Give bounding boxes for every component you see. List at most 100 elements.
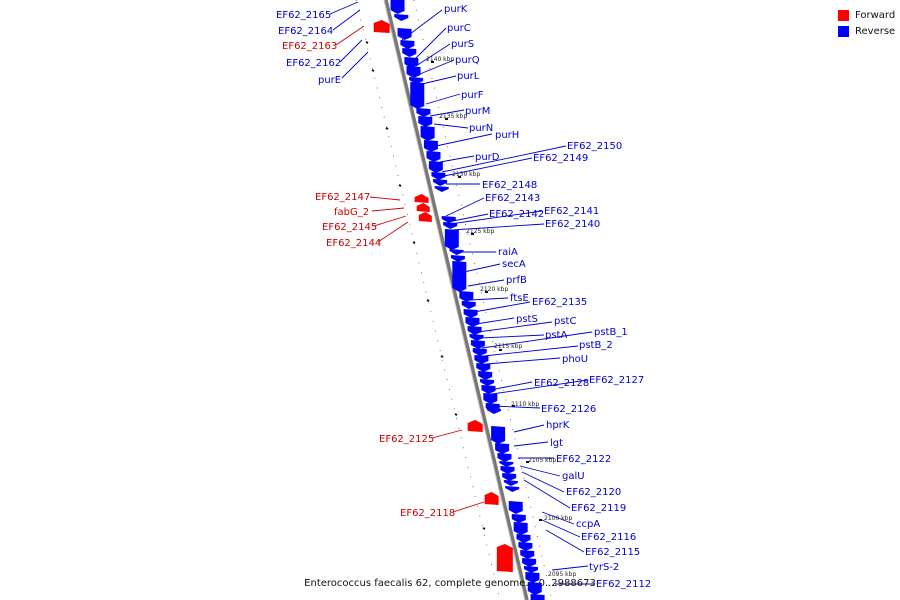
reverse-gene-arrow[interactable] xyxy=(497,453,512,462)
gene-label[interactable]: purH xyxy=(495,130,519,141)
reverse-gene-arrow[interactable] xyxy=(503,480,518,486)
reverse-gene-arrow[interactable] xyxy=(467,326,482,335)
gene-label[interactable]: EF62_2148 xyxy=(482,180,537,191)
reverse-gene-arrow[interactable] xyxy=(410,82,425,109)
gene-label[interactable]: purC xyxy=(447,23,471,34)
reverse-gene-arrow[interactable] xyxy=(397,28,412,40)
gene-label[interactable]: purD xyxy=(475,152,500,163)
reverse-gene-arrow[interactable] xyxy=(469,334,484,341)
gene-label[interactable]: EF62_2144 xyxy=(326,238,381,249)
gene-label[interactable]: purS xyxy=(451,39,474,50)
gene-label[interactable]: pstB_1 xyxy=(594,327,628,338)
reverse-gene-arrow[interactable] xyxy=(428,161,443,173)
forward-gene-arrow[interactable] xyxy=(373,20,390,33)
reverse-gene-arrow[interactable] xyxy=(486,408,501,414)
gene-label[interactable]: purK xyxy=(444,4,468,15)
reverse-gene-arrow[interactable] xyxy=(513,522,528,535)
reverse-gene-arrow[interactable] xyxy=(402,48,417,57)
reverse-gene-arrow[interactable] xyxy=(426,151,441,162)
gene-label[interactable]: purQ xyxy=(455,55,480,66)
reverse-gene-arrow[interactable] xyxy=(481,385,496,394)
reverse-gene-arrow[interactable] xyxy=(480,379,495,386)
forward-gene-arrow[interactable] xyxy=(418,212,432,222)
gene-label[interactable]: EF62_2140 xyxy=(545,219,600,230)
reverse-gene-arrow[interactable] xyxy=(491,426,506,444)
gene-label[interactable]: pstC xyxy=(554,316,576,327)
reverse-gene-arrow[interactable] xyxy=(459,291,474,302)
reverse-gene-arrow[interactable] xyxy=(524,566,539,573)
gene-label[interactable]: purF xyxy=(461,90,484,101)
gene-label[interactable]: hprK xyxy=(546,420,570,431)
gene-label[interactable]: fabG_2 xyxy=(334,207,369,218)
gene-label[interactable]: galU xyxy=(562,471,585,482)
reverse-gene-arrow[interactable] xyxy=(431,172,446,180)
gene-label[interactable]: phoU xyxy=(562,354,588,365)
reverse-gene-arrow[interactable] xyxy=(420,126,435,141)
reverse-gene-arrow[interactable] xyxy=(525,572,540,583)
reverse-gene-arrow[interactable] xyxy=(522,558,537,567)
gene-label[interactable]: EF62_2142 xyxy=(489,209,544,220)
gene-label[interactable]: EF62_2112 xyxy=(596,579,651,590)
reverse-gene-arrow[interactable] xyxy=(450,255,465,262)
reverse-gene-arrow[interactable] xyxy=(516,534,531,543)
reverse-gene-arrow[interactable] xyxy=(508,501,523,514)
reverse-gene-arrow[interactable] xyxy=(463,309,478,318)
reverse-gene-arrow[interactable] xyxy=(499,461,514,467)
gene-label[interactable]: EF62_2122 xyxy=(556,454,611,465)
gene-label[interactable]: EF62_2165 xyxy=(276,10,331,21)
reverse-gene-arrow[interactable] xyxy=(505,486,520,492)
gene-label[interactable]: EF62_2119 xyxy=(571,503,626,514)
reverse-gene-arrow[interactable] xyxy=(418,116,433,127)
reverse-gene-arrow[interactable] xyxy=(465,317,480,327)
reverse-gene-arrow[interactable] xyxy=(520,550,535,559)
gene-label[interactable]: EF62_2143 xyxy=(485,193,540,204)
gene-label[interactable]: EF62_2163 xyxy=(282,41,337,52)
gene-label[interactable]: EF62_2128 xyxy=(534,378,589,389)
gene-label[interactable]: pstB_2 xyxy=(579,340,613,351)
reverse-gene-arrow[interactable] xyxy=(483,393,498,404)
gene-label[interactable]: EF62_2120 xyxy=(566,487,621,498)
reverse-gene-arrow[interactable] xyxy=(406,66,421,78)
gene-label[interactable]: EF62_2149 xyxy=(533,153,588,164)
reverse-gene-arrow[interactable] xyxy=(434,186,449,192)
gene-label[interactable]: lgt xyxy=(550,438,563,449)
forward-gene-arrow[interactable] xyxy=(467,420,483,432)
gene-label[interactable]: purN xyxy=(469,123,493,134)
gene-label[interactable]: EF62_2115 xyxy=(585,547,640,558)
reverse-gene-arrow[interactable] xyxy=(530,594,545,600)
reverse-gene-arrow[interactable] xyxy=(444,229,459,250)
gene-label[interactable]: EF62_2147 xyxy=(315,192,370,203)
gene-label[interactable]: EF62_2118 xyxy=(400,508,455,519)
reverse-gene-arrow[interactable] xyxy=(527,582,542,595)
reverse-gene-arrow[interactable] xyxy=(474,355,489,364)
gene-label[interactable]: EF62_2125 xyxy=(379,434,434,445)
reverse-gene-arrow[interactable] xyxy=(472,348,487,356)
forward-gene-arrow[interactable] xyxy=(414,194,429,203)
gene-label[interactable]: EF62_2127 xyxy=(589,375,644,386)
gene-label[interactable]: purE xyxy=(318,75,341,86)
gene-label[interactable]: purL xyxy=(457,71,480,82)
gene-label[interactable]: purM xyxy=(465,106,490,117)
gene-label[interactable]: EF62_2164 xyxy=(278,26,333,37)
gene-label[interactable]: secA xyxy=(502,259,526,270)
gene-label[interactable]: EF62_2150 xyxy=(567,141,622,152)
reverse-gene-arrow[interactable] xyxy=(416,108,431,117)
reverse-gene-arrow[interactable] xyxy=(390,0,405,14)
gene-label[interactable]: pstA xyxy=(545,330,567,341)
reverse-gene-arrow[interactable] xyxy=(495,443,510,454)
gene-label[interactable]: raiA xyxy=(498,247,518,258)
reverse-gene-arrow[interactable] xyxy=(404,57,419,68)
gene-label[interactable]: pstS xyxy=(516,314,538,325)
reverse-gene-arrow[interactable] xyxy=(478,371,493,380)
forward-gene-arrow[interactable] xyxy=(496,544,513,572)
reverse-gene-arrow[interactable] xyxy=(452,261,467,292)
forward-gene-arrow[interactable] xyxy=(416,203,430,212)
reverse-gene-arrow[interactable] xyxy=(400,40,415,49)
gene-label[interactable]: ftsE xyxy=(510,293,529,304)
gene-label[interactable]: EF62_2162 xyxy=(286,58,341,69)
reverse-gene-arrow[interactable] xyxy=(409,77,424,84)
reverse-gene-arrow[interactable] xyxy=(461,301,476,309)
forward-gene-arrow[interactable] xyxy=(484,492,499,505)
reverse-gene-arrow[interactable] xyxy=(500,466,515,474)
reverse-gene-arrow[interactable] xyxy=(476,363,491,372)
